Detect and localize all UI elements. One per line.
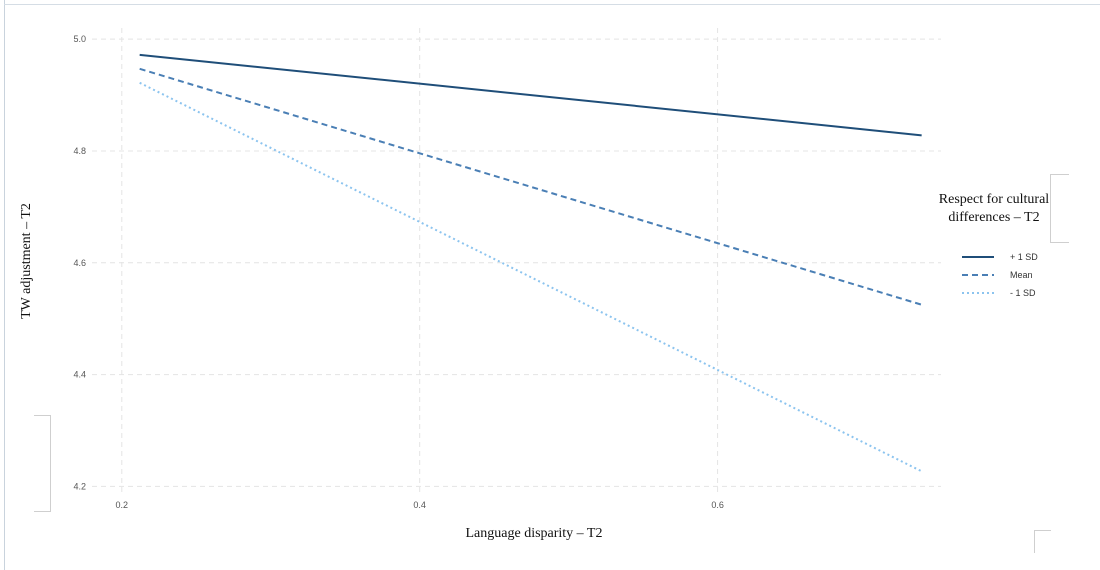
legend-label-3: - 1 SD <box>1010 288 1036 298</box>
y-tick-label: 4.6 <box>73 258 86 268</box>
x-tick-label: 0.4 <box>413 500 426 510</box>
grid-lines <box>92 28 941 492</box>
y-axis-ticks: 4.2 4.4 4.6 4.8 5.0 <box>73 34 86 491</box>
frame-line-top <box>4 4 1100 5</box>
series-lines <box>139 53 923 473</box>
y-tick-label: 4.4 <box>73 370 86 380</box>
series-line-3 <box>139 81 923 473</box>
x-tick-label: 0.6 <box>711 500 724 510</box>
series-line-1 <box>139 53 922 137</box>
legend-title-line-1: Respect for cultural <box>939 192 1050 207</box>
right-bracket-mark-lower <box>1034 530 1051 553</box>
legend-title-line-2: differences – T2 <box>948 210 1039 225</box>
y-axis-title: TW adjustment – T2 <box>19 203 34 319</box>
series-line-2 <box>139 67 922 306</box>
legend: Respect for cultural differences – T2 + … <box>939 192 1050 298</box>
x-axis-ticks: 0.2 0.4 0.6 <box>116 500 724 510</box>
y-tick-label: 4.2 <box>73 481 86 491</box>
legend-label-1: + 1 SD <box>1010 252 1038 262</box>
right-bracket-mark-upper <box>1050 174 1069 243</box>
y-tick-label: 5.0 <box>73 34 86 44</box>
x-axis-title: Language disparity – T2 <box>466 526 603 541</box>
left-bracket-mark <box>34 415 51 512</box>
legend-label-2: Mean <box>1010 270 1033 280</box>
frame-line-left <box>4 0 5 570</box>
y-tick-label: 4.8 <box>73 146 86 156</box>
x-tick-label: 0.2 <box>116 500 129 510</box>
